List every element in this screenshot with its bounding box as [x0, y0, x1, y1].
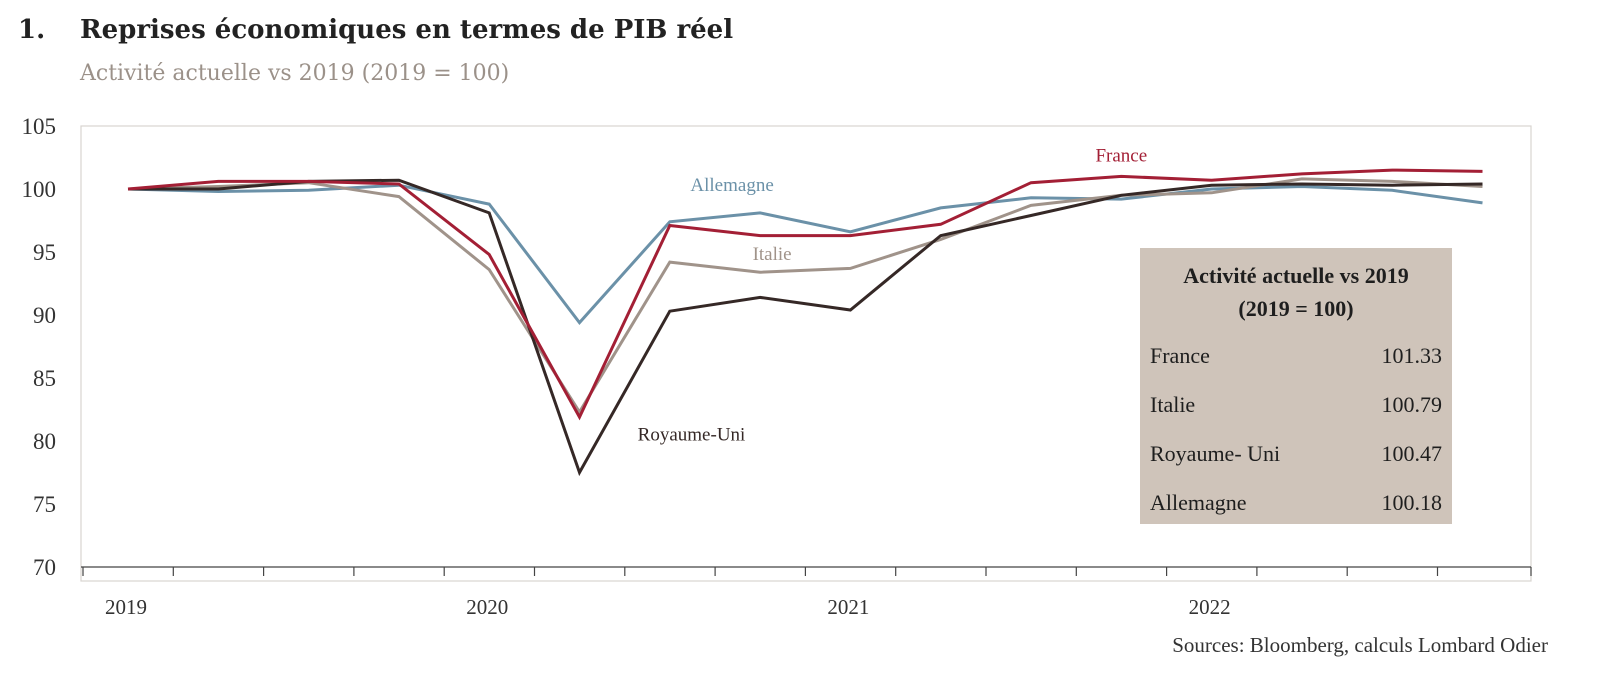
y-tick-label: 85 [33, 366, 56, 391]
y-tick-label: 105 [22, 114, 57, 139]
summary-row-value: 101.33 [1382, 343, 1443, 368]
series-label-royaume-uni: Royaume-Uni [638, 425, 746, 446]
x-tick-label: 2022 [1189, 595, 1231, 619]
source-note: Sources: Bloomberg, calculs Lombard Odie… [1172, 633, 1548, 657]
summary-table-background [1140, 248, 1452, 524]
y-tick-label: 80 [33, 429, 56, 454]
summary-row-name: Allemagne [1150, 490, 1247, 515]
y-tick-label: 90 [33, 303, 56, 328]
summary-row-value: 100.18 [1382, 490, 1443, 515]
series-line-royaume-uni [128, 178, 1483, 477]
summary-row-name: Italie [1150, 392, 1195, 417]
series-label-italie: Italie [753, 244, 792, 265]
series-label-allemagne: Allemagne [690, 175, 773, 196]
summary-table-title-line1: Activité actuelle vs 2019 [1183, 263, 1408, 288]
series-lines [127, 168, 1483, 477]
y-axis: 70 75 80 85 90 95 100 105 [22, 114, 57, 580]
summary-table: Activité actuelle vs 2019 (2019 = 100) F… [1140, 248, 1452, 524]
x-tick-label: 2020 [466, 595, 508, 619]
summary-row-value: 100.79 [1382, 392, 1443, 417]
summary-row-value: 100.47 [1382, 441, 1443, 466]
x-tick-label: 2021 [827, 595, 869, 619]
x-axis: 2019 2020 2021 2022 [81, 566, 1532, 619]
series-line-france [127, 168, 1483, 421]
series-line-allemagne [127, 183, 1483, 325]
y-tick-label: 70 [33, 555, 56, 580]
summary-row-name: Royaume- Uni [1150, 441, 1280, 466]
summary-table-title-line2: (2019 = 100) [1238, 296, 1353, 321]
summary-table-rows: France 101.33 Italie 100.79 Royaume- Uni 100.… [1150, 343, 1442, 515]
chart-number: 1. [18, 15, 45, 45]
summary-row-name: France [1150, 343, 1210, 368]
y-tick-label: 75 [33, 492, 56, 517]
y-tick-label: 95 [33, 240, 56, 265]
plot-frame [80, 125, 1532, 582]
x-tick-label: 2019 [105, 595, 147, 619]
series-labels: Allemagne Italie Royaume-Uni France [638, 145, 1147, 445]
series-label-france: France [1095, 145, 1147, 166]
chart-title: Reprises économiques en termes de PIB ré… [80, 15, 733, 45]
chart-subtitle: Activité actuelle vs 2019 (2019 = 100) [79, 61, 509, 86]
y-tick-label: 100 [22, 177, 57, 202]
